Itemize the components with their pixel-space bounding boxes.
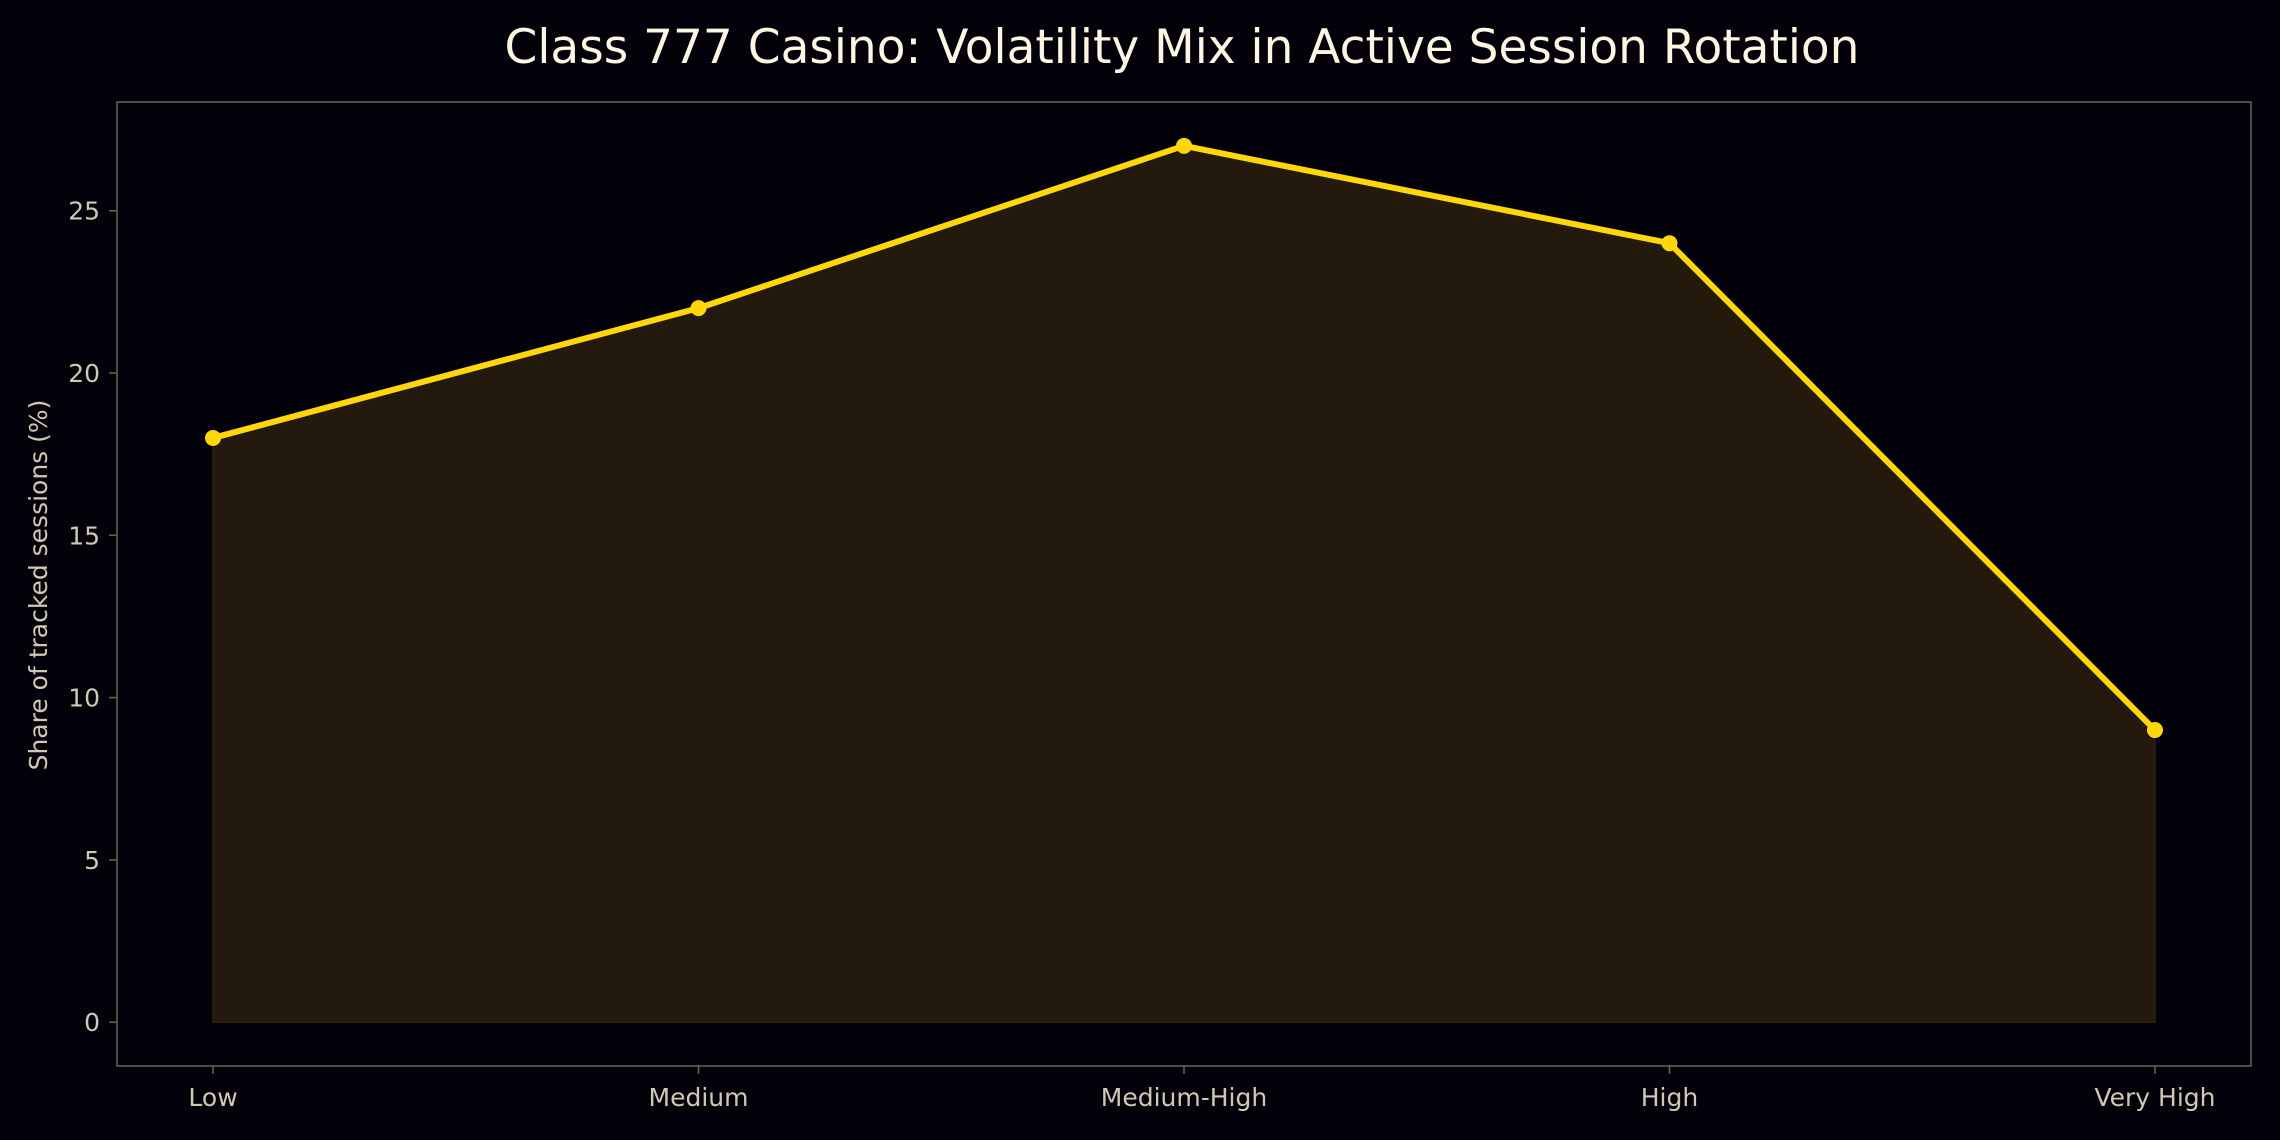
x-tick-label: Medium-High: [1101, 1083, 1267, 1112]
x-tick-label: Low: [188, 1083, 237, 1112]
x-tick-label: Very High: [2094, 1083, 2215, 1112]
data-point-high: [1661, 235, 1678, 252]
y-axis: 0 5 10 15 20 25: [68, 197, 117, 1037]
y-tick-label: 5: [84, 846, 100, 875]
y-axis-label: Share of tracked sessions (%): [24, 400, 53, 771]
data-point-low: [205, 429, 222, 446]
x-axis: Low Medium Medium-High High Very High: [188, 1066, 2215, 1112]
y-tick-label: 0: [84, 1008, 100, 1037]
y-tick-label: 20: [68, 359, 100, 388]
x-tick-label: Medium: [649, 1083, 749, 1112]
chart-title: Class 777 Casino: Volatility Mix in Acti…: [505, 20, 1860, 75]
plot-area: [116, 101, 2252, 1067]
y-tick-label: 15: [68, 521, 100, 550]
data-point-very-high: [2146, 722, 2163, 739]
y-tick-label: 25: [68, 197, 100, 226]
data-point-medium-high: [1176, 137, 1192, 154]
y-tick-label: 10: [68, 684, 100, 713]
data-point-medium: [690, 300, 707, 317]
x-tick-label: High: [1641, 1083, 1698, 1112]
